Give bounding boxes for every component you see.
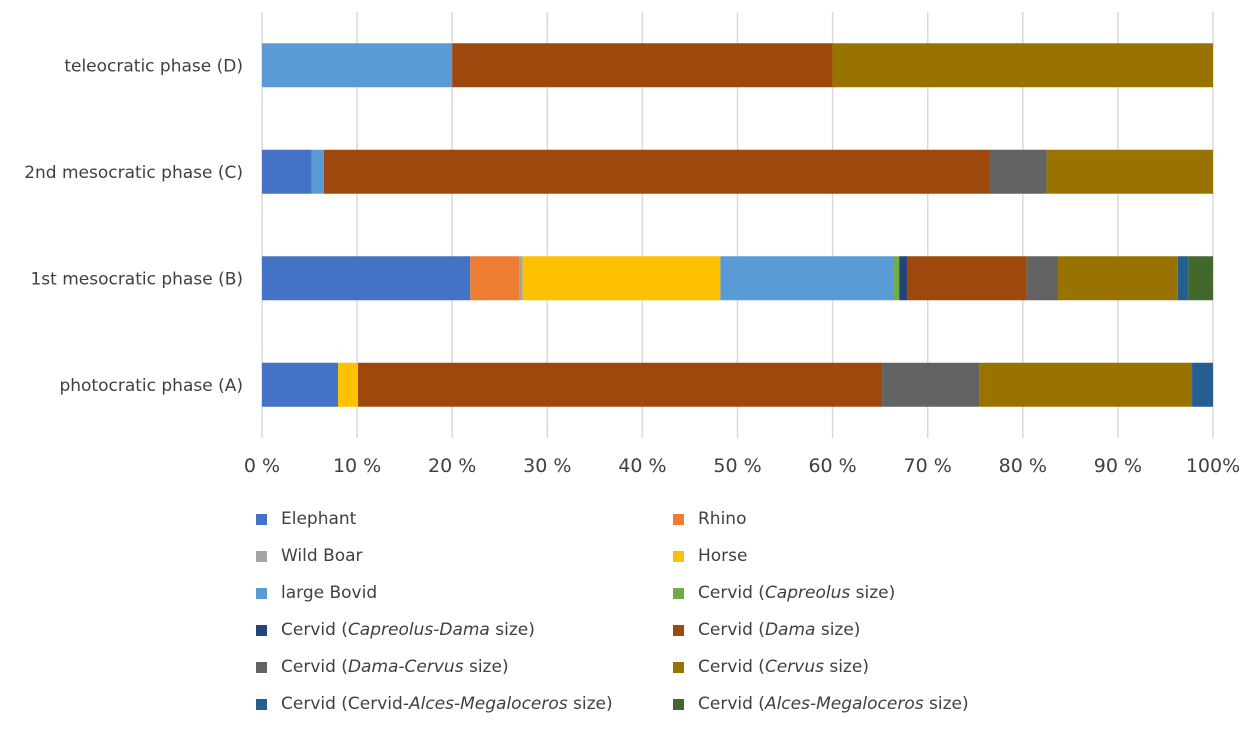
bar-segment xyxy=(1026,256,1058,301)
category-label: photocratic phase (A) xyxy=(59,376,243,396)
legend-item: Cervid (Dama-Cervus size) xyxy=(256,657,509,677)
stacked-bar-chart: photocratic phase (A) 1st mesocratic phas… xyxy=(24,12,1240,477)
legend-item: Cervid (Dama size) xyxy=(673,620,860,640)
legend-swatch xyxy=(673,550,684,562)
bar-segment xyxy=(470,256,520,301)
legend-label: Elephant xyxy=(281,509,357,529)
legend-swatch xyxy=(256,513,267,525)
legend-swatch xyxy=(673,661,684,673)
legend-swatch xyxy=(256,587,267,599)
legend-label: Cervid (Dama-Cervus size) xyxy=(281,657,509,677)
bar-segment xyxy=(262,362,339,407)
bar-segment xyxy=(262,43,453,88)
x-tick-label: 100% xyxy=(1186,455,1240,477)
legend-label: Cervid (Dama size) xyxy=(698,620,861,640)
bar-segment xyxy=(262,149,312,194)
legend-item: Horse xyxy=(673,546,748,566)
bar-segment xyxy=(358,362,883,407)
legend-swatch xyxy=(256,624,267,636)
bar-segment xyxy=(832,43,1213,88)
legend-swatch xyxy=(256,661,267,673)
legend-swatch xyxy=(256,550,267,562)
x-tick-label: 60 % xyxy=(808,455,856,477)
x-tick-label: 10 % xyxy=(333,455,381,477)
x-tick-label: 20 % xyxy=(428,455,476,477)
bar-segment xyxy=(323,149,990,194)
legend-item: Rhino xyxy=(673,509,747,529)
legend-item: Cervid (Alces-Megaloceros size) xyxy=(673,694,969,714)
bars xyxy=(262,43,1213,407)
x-tick-label: 40 % xyxy=(618,455,666,477)
legend-swatch xyxy=(673,698,684,710)
bar-segment xyxy=(1192,362,1213,407)
legend-swatch xyxy=(256,698,267,710)
legend-label: large Bovid xyxy=(281,583,378,603)
legend-item: Cervid (Capreolus size) xyxy=(673,583,895,603)
legend-item: large Bovid xyxy=(256,583,377,603)
legend-swatch xyxy=(673,624,684,636)
legend-item: Wild Boar xyxy=(256,546,363,566)
bar-segment xyxy=(522,256,721,301)
bar-segment xyxy=(882,362,980,407)
x-tick-label: 70 % xyxy=(904,455,952,477)
legend-item: Cervid (Cervus size) xyxy=(673,657,869,677)
legend-label: Cervid (Cervid-Alces-Megaloceros size) xyxy=(281,694,613,714)
legend-label: Horse xyxy=(698,546,748,566)
x-tick-label: 90 % xyxy=(1094,455,1142,477)
legend-item: Cervid (Cervid-Alces-Megaloceros size) xyxy=(256,694,613,714)
legend-swatch xyxy=(673,587,684,599)
bar-segment xyxy=(979,362,1193,407)
x-tick-label: 30 % xyxy=(523,455,571,477)
bar-segment xyxy=(338,362,359,407)
bar-segment xyxy=(907,256,1027,301)
bar-segment xyxy=(899,256,908,301)
bar-segment xyxy=(720,256,894,301)
legend-label: Cervid (Alces-Megaloceros size) xyxy=(698,694,969,714)
category-label: 1st mesocratic phase (B) xyxy=(30,269,243,289)
legend-label: Cervid (Cervus size) xyxy=(698,657,869,677)
bar-segment xyxy=(989,149,1047,194)
legend-swatch xyxy=(673,513,684,525)
bar-segment xyxy=(1188,256,1213,301)
x-tick-label: 50 % xyxy=(713,455,761,477)
bar-segment xyxy=(1046,149,1213,194)
bar-segment xyxy=(893,256,900,301)
legend-label: Cervid (Capreolus size) xyxy=(698,583,896,603)
legend-label: Cervid (Capreolus-Dama size) xyxy=(281,620,535,640)
bar-segment xyxy=(311,149,324,194)
category-label: 2nd mesocratic phase (C) xyxy=(24,163,243,183)
legend-label: Wild Boar xyxy=(281,546,363,566)
bar-segment xyxy=(519,256,523,301)
legend-item: Cervid (Capreolus-Dama size) xyxy=(256,620,535,640)
x-tick-labels: 0 % 10 % 20 % 30 % 40 % 50 % 60 % 70 % 80 % 90 % 1… xyxy=(244,455,1240,477)
bar-segment xyxy=(1057,256,1178,301)
bar-segment xyxy=(452,43,833,88)
legend-label: Rhino xyxy=(698,509,747,529)
category-labels: photocratic phase (A) 1st mesocratic phas… xyxy=(24,56,243,396)
bar-segment xyxy=(1177,256,1189,301)
category-label: teleocratic phase (D) xyxy=(64,56,243,76)
bar-segment xyxy=(262,256,471,301)
x-tick-label: 80 % xyxy=(999,455,1047,477)
x-tick-label: 0 % xyxy=(244,455,280,477)
legend-item: Elephant xyxy=(256,509,356,529)
